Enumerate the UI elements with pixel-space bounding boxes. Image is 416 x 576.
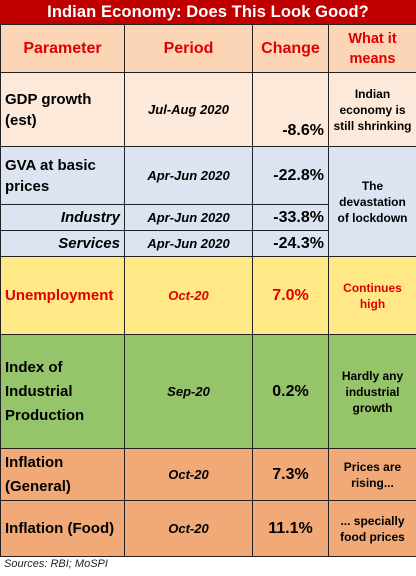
source-note: Sources: RBI; MoSPI: [4, 558, 108, 570]
inflation-general-change: 7.3%: [252, 448, 329, 501]
table-row-inflation-food: Inflation (Food) Oct-20 11.1% ... specia…: [0, 500, 416, 557]
unemployment-meaning: Continues high: [328, 256, 416, 335]
iip-parameter: Index of Industrial Production: [0, 334, 125, 449]
table-row-gva: GVA at basic prices Apr-Jun 2020 -22.8% …: [0, 146, 416, 257]
industry-change: -33.8%: [252, 204, 329, 231]
inflation-food-period: Oct-20: [124, 500, 253, 557]
gva-parameter: GVA at basic prices: [0, 146, 125, 205]
inflation-food-parameter: Inflation (Food): [0, 500, 125, 557]
inflation-food-meaning: ... specially food prices: [328, 500, 416, 557]
services-period: Apr-Jun 2020: [124, 230, 253, 257]
table-row-industry: Industry Apr-Jun 2020 -33.8%: [0, 204, 416, 231]
inflation-general-parameter: Inflation (General): [0, 448, 125, 501]
header-period: Period: [124, 24, 253, 73]
unemployment-parameter: Unemployment: [0, 256, 125, 335]
inflation-food-change: 11.1%: [252, 500, 329, 557]
page-title: Indian Economy: Does This Look Good?: [0, 0, 416, 24]
header-meaning: What it means: [328, 24, 416, 73]
table-row-gdp: GDP growth (est) Jul-Aug 2020 -8.6% Indi…: [0, 72, 416, 147]
gdp-change: -8.6%: [252, 72, 329, 147]
services-parameter: Services: [0, 230, 125, 257]
header-parameter: Parameter: [0, 24, 125, 73]
iip-meaning: Hardly any industrial growth: [328, 334, 416, 449]
inflation-general-meaning: Prices are rising...: [328, 448, 416, 501]
unemployment-change: 7.0%: [252, 256, 329, 335]
economy-table: Parameter Period Change What it means GD…: [0, 24, 416, 557]
table-row-inflation-general: Inflation (General) Oct-20 7.3% Prices a…: [0, 448, 416, 501]
inflation-general-period: Oct-20: [124, 448, 253, 501]
table-row-iip: Index of Industrial Production Sep-20 0.…: [0, 334, 416, 449]
services-change: -24.3%: [252, 230, 329, 257]
table-row-unemployment: Unemployment Oct-20 7.0% Continues high: [0, 256, 416, 335]
gdp-period: Jul-Aug 2020: [124, 72, 253, 147]
industry-period: Apr-Jun 2020: [124, 204, 253, 231]
industry-parameter: Industry: [0, 204, 125, 231]
gva-meaning: The devastation of lockdown: [328, 146, 416, 257]
gva-change: -22.8%: [252, 146, 329, 205]
table-row-services: Services Apr-Jun 2020 -24.3%: [0, 230, 416, 257]
iip-period: Sep-20: [124, 334, 253, 449]
unemployment-period: Oct-20: [124, 256, 253, 335]
gdp-parameter: GDP growth (est): [0, 72, 125, 147]
gdp-meaning: Indian economy is still shrinking: [328, 72, 416, 147]
header-change: Change: [252, 24, 329, 73]
header-row: Parameter Period Change What it means: [0, 24, 416, 73]
gva-period: Apr-Jun 2020: [124, 146, 253, 205]
iip-change: 0.2%: [252, 334, 329, 449]
